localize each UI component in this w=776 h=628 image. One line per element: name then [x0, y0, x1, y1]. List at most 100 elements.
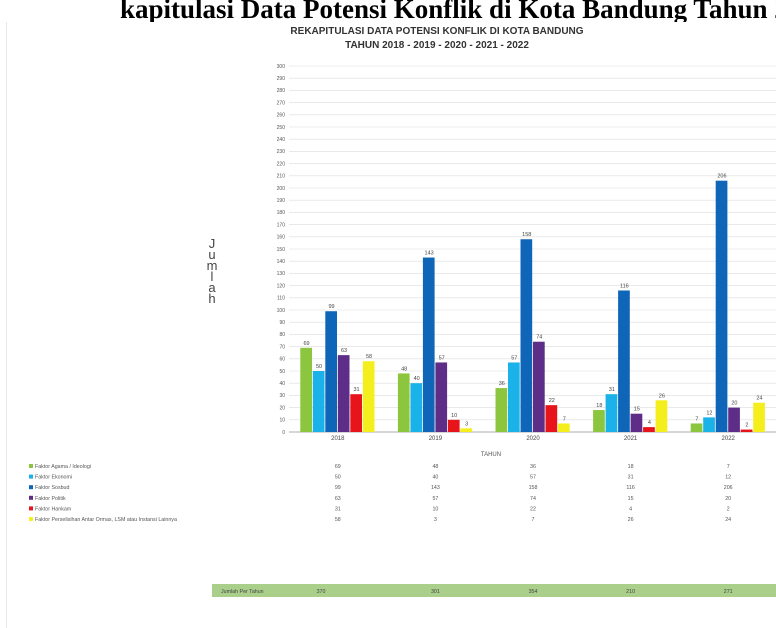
- y-tick-label: 120: [277, 283, 286, 289]
- y-tick-label: 40: [279, 381, 285, 387]
- y-axis-title-letter: m: [206, 258, 218, 273]
- legend-swatch: [29, 474, 33, 479]
- x-tick-label: 2018: [331, 436, 345, 442]
- table-cell: 7: [727, 464, 730, 470]
- bar: [362, 361, 375, 432]
- bar-value-label: 74: [536, 335, 542, 341]
- y-tick-label: 270: [277, 100, 286, 106]
- y-tick-label: 230: [277, 149, 286, 155]
- bar: [397, 373, 410, 432]
- legend-swatch: [29, 495, 33, 500]
- bar-value-label: 24: [756, 396, 762, 402]
- table-cell: 24: [725, 517, 731, 523]
- page-heading: kapitulasi Data Potensi Konflik di Kota …: [120, 0, 776, 24]
- table-cell: 31: [628, 475, 634, 481]
- bar-value-label: 57: [511, 355, 517, 361]
- table-cell: 4: [629, 506, 632, 512]
- y-tick-label: 250: [277, 125, 286, 131]
- bar: [350, 394, 362, 432]
- y-tick-label: 100: [277, 308, 286, 314]
- y-tick-label: 160: [277, 235, 286, 241]
- chart-card: 0 10 20 30 40 50 60 70 80 90 100 110 120 130 140 150 160…: [6, 22, 776, 628]
- table-cell: 40: [432, 475, 438, 481]
- legend-swatch: [29, 485, 33, 490]
- table-cell: 99: [335, 485, 341, 491]
- bar: [508, 362, 520, 432]
- bar-value-label: 20: [731, 401, 737, 407]
- y-tick-label: 110: [277, 296, 285, 302]
- x-tick-label: 2020: [526, 436, 540, 442]
- totals-cell: 271: [724, 589, 733, 595]
- table-cell: 10: [432, 506, 438, 512]
- bar-value-label: 31: [609, 387, 615, 393]
- bar-value-label: 158: [522, 232, 531, 238]
- totals-cell: 301: [431, 589, 440, 595]
- bar-value-label: 63: [341, 348, 347, 354]
- table-cell: 143: [431, 485, 440, 491]
- bar-value-label: 40: [414, 376, 420, 382]
- y-tick-label: 50: [279, 369, 285, 375]
- bar: [495, 388, 508, 432]
- bar: [643, 427, 655, 432]
- x-tick-label: 2022: [722, 436, 736, 442]
- bar: [422, 257, 435, 432]
- y-tick-label: 90: [279, 320, 285, 326]
- totals-cell: 370: [317, 589, 326, 595]
- bar: [715, 180, 728, 432]
- bar: [533, 341, 545, 432]
- y-axis-title-letter: u: [208, 247, 216, 262]
- bar-value-label: 116: [620, 283, 629, 289]
- table-cell: 12: [725, 475, 731, 481]
- bar: [337, 355, 350, 432]
- legend-label: Faktor Sosbud: [35, 485, 70, 491]
- totals-cell: 354: [529, 589, 538, 595]
- bar-value-label: 69: [303, 341, 309, 347]
- y-tick-label: 240: [277, 137, 286, 143]
- y-axis-title-letter: a: [208, 280, 216, 295]
- table-cell: 116: [626, 485, 634, 491]
- table-cell: 63: [335, 496, 341, 502]
- table-cell: 36: [530, 464, 536, 470]
- bar: [460, 428, 473, 432]
- y-tick-label: 150: [277, 247, 286, 253]
- bar-value-label: 31: [353, 387, 359, 393]
- bar-value-label: 143: [425, 251, 434, 257]
- bar-value-label: 4: [648, 420, 651, 426]
- y-tick-label: 130: [277, 271, 286, 277]
- bar: [545, 405, 558, 432]
- bar: [703, 417, 715, 432]
- bar-value-label: 7: [695, 416, 698, 422]
- legend-label: Faktor Politik: [35, 496, 66, 502]
- table-cell: 57: [530, 475, 536, 481]
- y-tick-label: 260: [277, 113, 286, 119]
- bar-value-label: 3: [465, 421, 468, 427]
- y-axis-title-letter: h: [208, 291, 216, 306]
- bar: [630, 413, 643, 432]
- legend-label: Faktor Hankam: [35, 506, 72, 512]
- bar-value-label: 10: [451, 413, 457, 419]
- bar: [605, 394, 618, 432]
- bar: [618, 290, 630, 432]
- legend-swatch: [29, 517, 33, 521]
- potensi-konflik-chart: 0 10 20 30 40 50 60 70 80 90 100 110 120 130 140 150 160…: [29, 26, 776, 597]
- y-tick-label: 210: [277, 174, 286, 180]
- totals-cell: 210: [626, 589, 635, 595]
- bar-value-label: 57: [439, 355, 445, 361]
- bar: [312, 371, 325, 432]
- table-cell: 3: [434, 517, 437, 523]
- bar: [690, 423, 703, 432]
- bar: [410, 383, 423, 432]
- table-cell: 7: [532, 517, 535, 523]
- bar-value-label: 58: [366, 354, 372, 360]
- table-cell: 57: [432, 496, 438, 502]
- bar-value-label: 26: [659, 393, 665, 399]
- y-tick-label: 70: [279, 344, 285, 350]
- y-tick-label: 80: [279, 332, 285, 338]
- legend-label: Faktor Agama / Ideologi: [35, 464, 91, 470]
- y-tick-label: 290: [277, 76, 286, 82]
- bar-value-label: 48: [401, 366, 407, 372]
- bar: [300, 347, 312, 432]
- bar-value-label: 2: [745, 423, 748, 429]
- bar-value-label: 206: [717, 174, 726, 180]
